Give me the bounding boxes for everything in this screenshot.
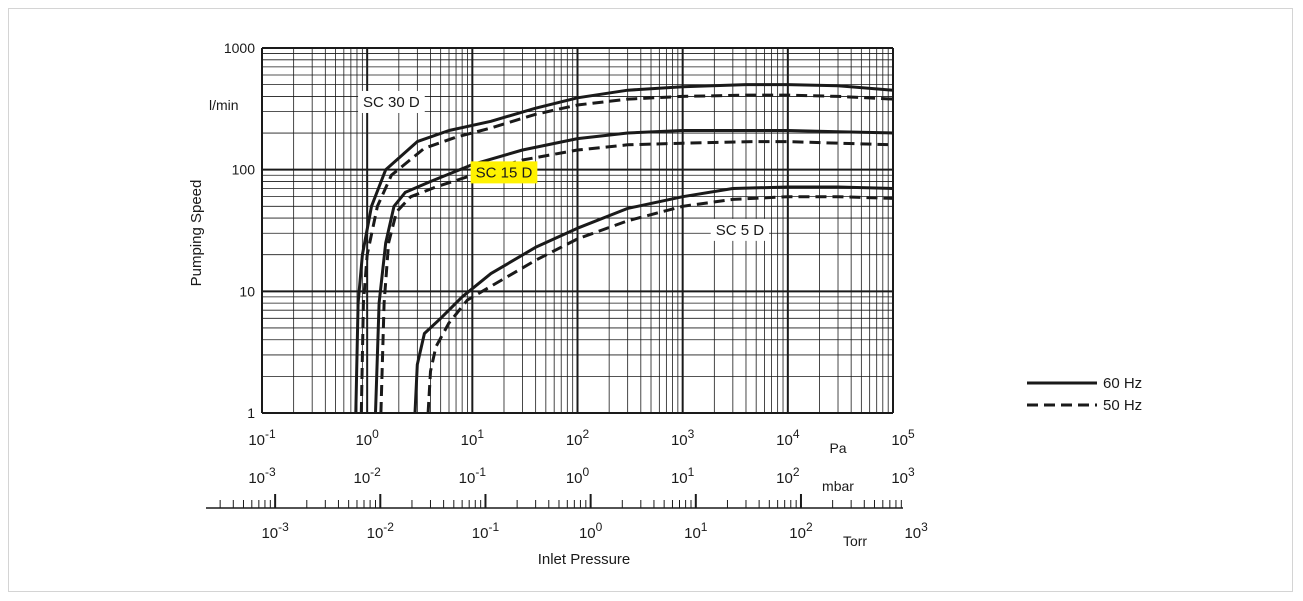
series-curve-60hz (354, 83, 894, 414)
x-tick-label-torr: 100 (579, 520, 603, 542)
series-label-background (358, 90, 425, 113)
x-tick-label-torr: 103 (904, 520, 928, 542)
series-curve-50hz (379, 140, 894, 414)
x-tick-label-pa: 101 (461, 427, 485, 449)
y-unit-label: l/min (209, 97, 239, 113)
x-tick-label-mbar: 103 (891, 465, 915, 487)
x-tick-label-pa: 104 (776, 427, 800, 449)
x-tick-label-torr: 101 (684, 520, 708, 542)
series-curve-60hz (374, 129, 894, 414)
x-tick-label-pa: 105 (891, 427, 915, 449)
legend-label: 60 Hz (1103, 375, 1142, 392)
x-tick-label-mbar: 10-3 (248, 465, 276, 487)
y-axis-title: Pumping Speed (188, 180, 205, 287)
x-tick-label-pa: 102 (566, 427, 590, 449)
x-unit-label-pa: Pa (829, 440, 846, 456)
legend: 60 Hz 50 Hz (1027, 375, 1142, 414)
y-tick-label: 100 (232, 162, 256, 178)
axes: 1 10 100 1000 10-1 100 101 102 103 104 105 Pa 10-3 10… (206, 40, 928, 549)
series-label: SC 15 D (476, 164, 533, 181)
x-tick-label-mbar: 102 (776, 465, 800, 487)
series-curve-50hz (426, 195, 894, 414)
x-tick-label-pa: 103 (671, 427, 695, 449)
x-axis-title: Inlet Pressure (538, 551, 631, 568)
x-tick-label-pa: 10-1 (248, 427, 276, 449)
series-curve-60hz (413, 185, 894, 414)
x-tick-label-mbar: 101 (671, 465, 695, 487)
x-tick-label-torr: 10-2 (367, 520, 395, 542)
x-tick-label-torr: 10-3 (261, 520, 289, 542)
chart-frame (8, 8, 1293, 592)
x-unit-label-torr: Torr (843, 533, 867, 549)
series-label: SC 30 D (363, 94, 420, 111)
y-tick-label: 10 (239, 283, 255, 299)
series-label-highlight (470, 161, 538, 184)
legend-label: 50 Hz (1103, 397, 1142, 414)
x-tick-label-mbar: 100 (566, 465, 590, 487)
x-tick-label-mbar: 10-1 (459, 465, 487, 487)
series-label-background (710, 218, 770, 241)
y-tick-label: 1 (247, 405, 255, 421)
series-curve-50hz (359, 93, 894, 414)
x-tick-label-torr: 10-1 (472, 520, 500, 542)
y-tick-label: 1000 (224, 40, 255, 56)
x-tick-label-torr: 102 (789, 520, 813, 542)
labels: SC 30 D SC 15 D SC 5 D (358, 90, 770, 241)
series-label: SC 5 D (716, 222, 765, 239)
curves (354, 83, 894, 414)
x-unit-label-mbar: mbar (822, 478, 854, 494)
x-tick-label-mbar: 10-2 (353, 465, 381, 487)
x-tick-label-pa: 100 (355, 427, 379, 449)
